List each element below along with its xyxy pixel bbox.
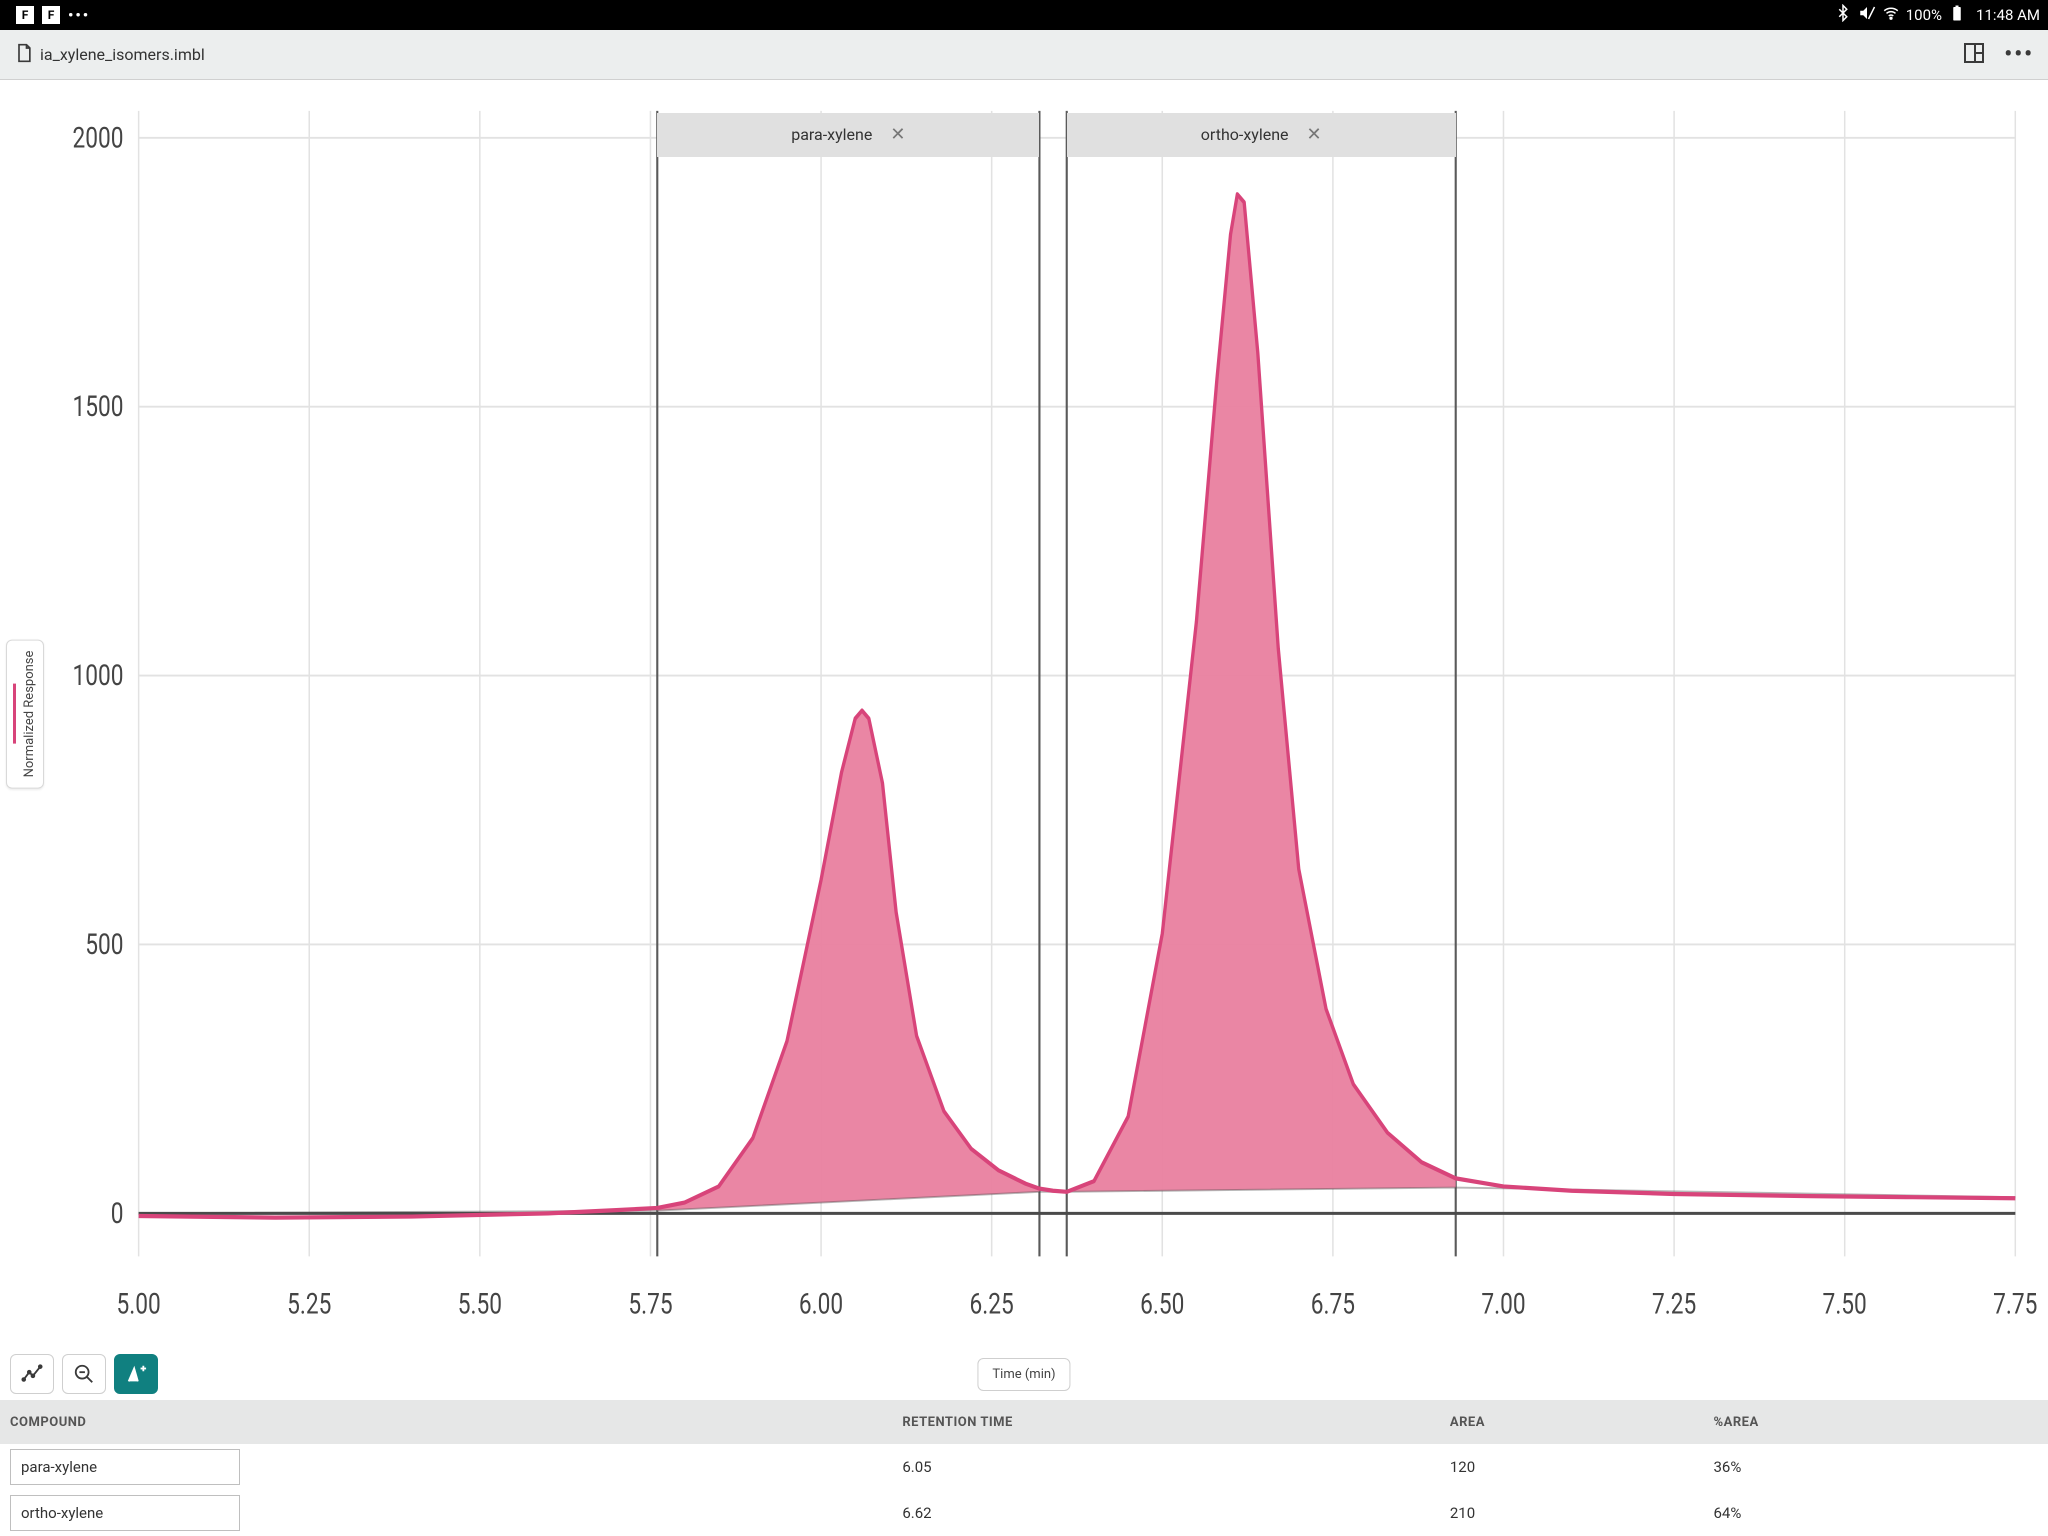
table-row: ortho-xylene 6.6221064% bbox=[0, 1490, 2048, 1536]
more-icon[interactable]: ••• bbox=[2004, 42, 2034, 67]
battery-icon bbox=[1948, 4, 1966, 26]
x-axis-label[interactable]: Time (min) bbox=[977, 1358, 1070, 1391]
y-axis-color-bar bbox=[13, 684, 16, 744]
file-icon bbox=[14, 42, 34, 68]
svg-text:1000: 1000 bbox=[72, 660, 123, 693]
area-value: 120 bbox=[1450, 1458, 1714, 1476]
svg-text:6.50: 6.50 bbox=[1140, 1288, 1184, 1321]
header-percent-area: %AREA bbox=[1713, 1415, 2037, 1430]
svg-text:6.75: 6.75 bbox=[1311, 1288, 1355, 1321]
chromatogram-plot[interactable]: 5.00 5.25 5.50 5.75 6.00 6.25 6.50 6.75 7.00 7.25… bbox=[10, 88, 2038, 1348]
table-row: para-xylene 6.0512036% bbox=[0, 1444, 2048, 1490]
mute-icon bbox=[1858, 4, 1876, 26]
file-name: ia_xylene_isomers.imbl bbox=[40, 45, 205, 64]
region-tag[interactable]: ortho-xylene ✕ bbox=[1067, 113, 1456, 157]
status-right: 100% 11:48 AM bbox=[1834, 4, 2040, 26]
compound-input[interactable]: ortho-xylene bbox=[10, 1495, 240, 1531]
svg-text:5.75: 5.75 bbox=[628, 1288, 672, 1321]
app-header: ia_xylene_isomers.imbl ••• bbox=[0, 30, 2048, 80]
region-label: ortho-xylene bbox=[1201, 125, 1289, 144]
layout-icon[interactable] bbox=[1962, 41, 1986, 69]
svg-text:6.00: 6.00 bbox=[799, 1288, 843, 1321]
file-tab[interactable]: ia_xylene_isomers.imbl bbox=[14, 42, 205, 68]
svg-text:0: 0 bbox=[111, 1197, 124, 1230]
svg-text:6.25: 6.25 bbox=[970, 1288, 1014, 1321]
svg-text:1500: 1500 bbox=[72, 391, 123, 424]
android-status-bar: F F ••• 100% 11:48 AM bbox=[0, 0, 2048, 30]
status-clock: 11:48 AM bbox=[1976, 6, 2040, 24]
svg-text:5.00: 5.00 bbox=[117, 1288, 161, 1321]
retention-time-value: 6.05 bbox=[902, 1458, 1450, 1476]
bluetooth-icon bbox=[1834, 4, 1852, 26]
table-header: COMPOUND RETENTION TIME AREA %AREA bbox=[0, 1400, 2048, 1444]
region-tag[interactable]: para-xylene ✕ bbox=[657, 113, 1039, 157]
zoom-out-button[interactable] bbox=[62, 1354, 106, 1394]
wifi-icon bbox=[1882, 4, 1900, 26]
status-left: F F ••• bbox=[8, 6, 90, 24]
compound-input[interactable]: para-xylene bbox=[10, 1449, 240, 1485]
battery-percent: 100% bbox=[1906, 6, 1942, 24]
notification-overflow-icon: ••• bbox=[68, 6, 90, 24]
chart-area: Normalized Response 5.00 5.25 5.50 5.75 6.00… bbox=[0, 80, 2048, 1348]
svg-text:7.00: 7.00 bbox=[1481, 1288, 1525, 1321]
header-compound: COMPOUND bbox=[10, 1415, 902, 1430]
svg-text:7.25: 7.25 bbox=[1652, 1288, 1696, 1321]
area-value: 210 bbox=[1450, 1504, 1714, 1522]
svg-text:5.50: 5.50 bbox=[458, 1288, 502, 1321]
flipboard-icon-1: F bbox=[16, 6, 34, 24]
y-axis-label-box[interactable]: Normalized Response bbox=[6, 640, 44, 789]
chart-toolbar: Time (min) bbox=[0, 1348, 2048, 1400]
header-area: AREA bbox=[1450, 1415, 1714, 1430]
header-retention-time: RETENTION TIME bbox=[902, 1415, 1450, 1430]
add-peak-button[interactable] bbox=[114, 1354, 158, 1394]
close-icon[interactable]: ✕ bbox=[890, 124, 905, 145]
percent-area-value: 64% bbox=[1713, 1504, 2037, 1522]
svg-text:7.50: 7.50 bbox=[1823, 1288, 1867, 1321]
svg-text:7.75: 7.75 bbox=[1993, 1288, 2037, 1321]
close-icon[interactable]: ✕ bbox=[1307, 124, 1322, 145]
svg-text:5.25: 5.25 bbox=[287, 1288, 331, 1321]
svg-text:2000: 2000 bbox=[72, 122, 123, 155]
line-chart-button[interactable] bbox=[10, 1354, 54, 1394]
retention-time-value: 6.62 bbox=[902, 1504, 1450, 1522]
percent-area-value: 36% bbox=[1713, 1458, 2037, 1476]
flipboard-icon-2: F bbox=[42, 6, 60, 24]
y-axis-label: Normalized Response bbox=[22, 651, 37, 778]
svg-text:500: 500 bbox=[85, 929, 123, 962]
region-label: para-xylene bbox=[791, 125, 872, 144]
